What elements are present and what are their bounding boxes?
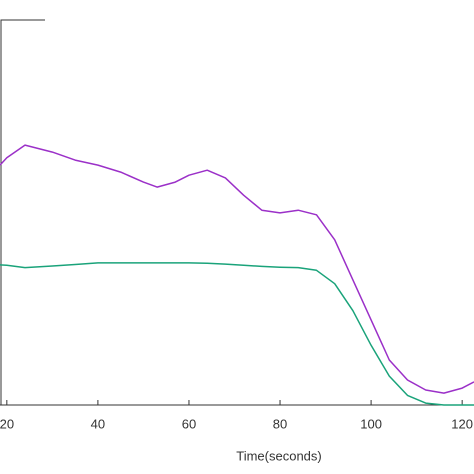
line (0, 262, 474, 406)
frame (0, 19, 45, 405)
x-tick-label: 40 (91, 416, 105, 431)
x-axis-label: Time(seconds) (236, 448, 321, 463)
x-tick-label: 100 (360, 416, 382, 431)
x-tick-label: 120 (451, 416, 473, 431)
x-tick-label: 20 (0, 416, 14, 431)
x-tick-label: 60 (182, 416, 196, 431)
x-tick-label: 80 (273, 416, 287, 431)
line (0, 144, 474, 394)
